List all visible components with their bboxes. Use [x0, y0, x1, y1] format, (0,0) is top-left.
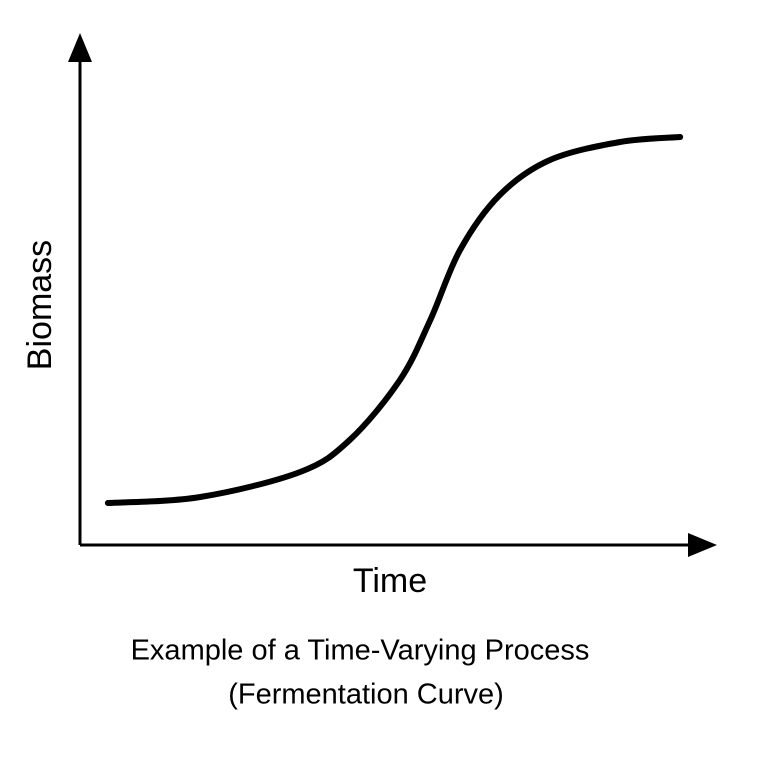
caption-line: Example of a Time-Varying Process [131, 635, 590, 667]
x-axis-arrow [688, 533, 717, 557]
y-axis-arrow [68, 33, 92, 62]
data-line [104, 134, 684, 506]
caption-line: (Fermentation Curve) [228, 679, 504, 711]
x-axis-title: Time [353, 562, 427, 600]
y-axis-title: Biomass [21, 240, 59, 370]
